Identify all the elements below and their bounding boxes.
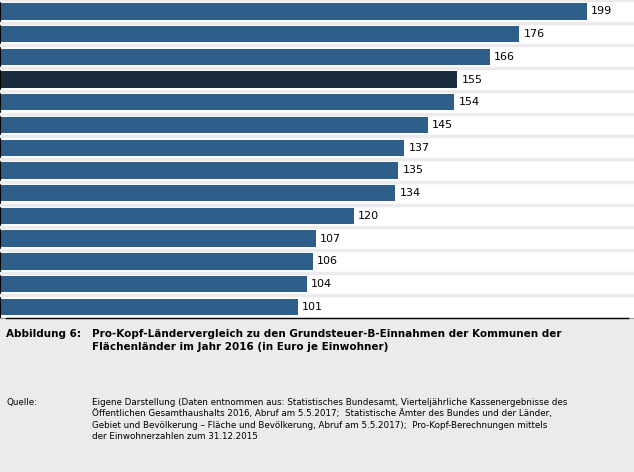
Text: 137: 137 xyxy=(408,143,430,153)
Text: 176: 176 xyxy=(524,29,545,39)
Bar xyxy=(0,162,398,178)
Text: Abbildung 6:: Abbildung 6: xyxy=(6,329,81,339)
Text: 154: 154 xyxy=(458,97,480,107)
Text: 199: 199 xyxy=(592,6,612,17)
Text: Pro-Kopf-Ländervergleich zu den Grundsteuer-B-Einnahmen der Kommunen der
Flächen: Pro-Kopf-Ländervergleich zu den Grundste… xyxy=(92,329,562,352)
Text: 135: 135 xyxy=(403,166,424,176)
Bar xyxy=(0,3,587,19)
Bar xyxy=(0,230,316,247)
Text: 134: 134 xyxy=(399,188,421,198)
Text: 166: 166 xyxy=(494,52,515,62)
Text: 107: 107 xyxy=(320,234,341,244)
Bar xyxy=(0,71,457,88)
Text: 120: 120 xyxy=(358,211,379,221)
Bar xyxy=(0,299,298,315)
Text: 155: 155 xyxy=(462,75,482,84)
Bar xyxy=(0,276,307,292)
Text: Eigene Darstellung (Daten entnommen aus: Statistisches Bundesamt, Vierteljährlic: Eigene Darstellung (Daten entnommen aus:… xyxy=(92,398,567,441)
Bar xyxy=(0,26,519,42)
Text: Quelle:: Quelle: xyxy=(6,398,37,407)
Bar xyxy=(0,94,454,110)
Bar xyxy=(0,253,313,270)
Bar xyxy=(0,185,395,202)
Text: 145: 145 xyxy=(432,120,453,130)
Text: 106: 106 xyxy=(317,256,338,266)
Bar xyxy=(0,140,404,156)
Text: 104: 104 xyxy=(311,279,332,289)
Text: 101: 101 xyxy=(302,302,323,312)
Bar xyxy=(0,49,489,65)
Bar xyxy=(0,208,354,224)
Bar xyxy=(0,117,427,133)
